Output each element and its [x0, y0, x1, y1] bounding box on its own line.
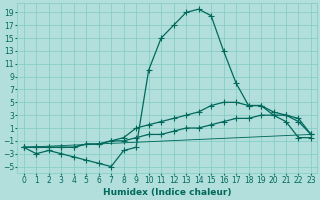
X-axis label: Humidex (Indice chaleur): Humidex (Indice chaleur) — [103, 188, 232, 197]
